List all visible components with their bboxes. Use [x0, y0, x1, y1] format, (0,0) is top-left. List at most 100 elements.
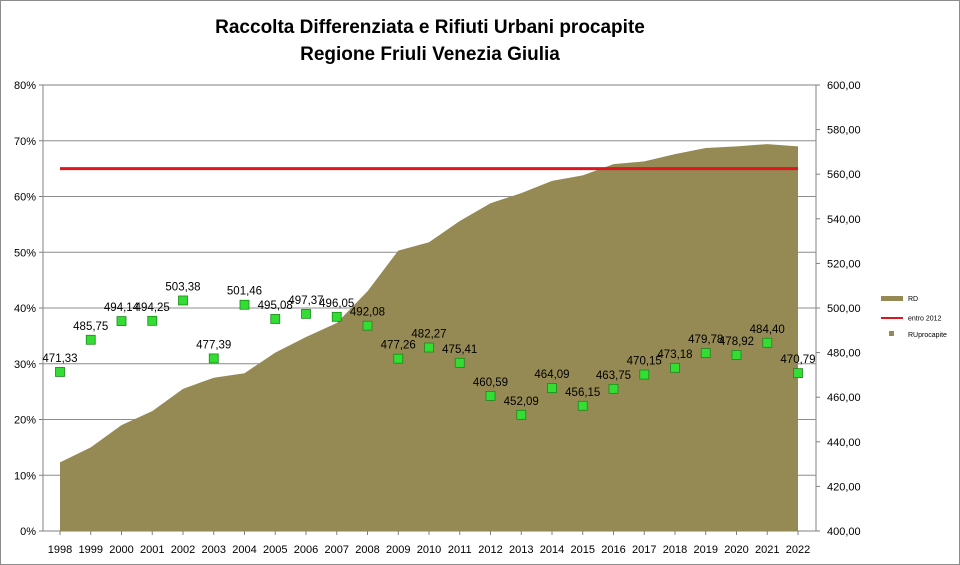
ruprocapite-point — [762, 337, 773, 348]
x-tick-label: 2012 — [478, 544, 502, 556]
x-tick-label: 2003 — [202, 544, 226, 556]
ruprocapite-data-label: 494,14 — [104, 302, 140, 314]
x-tick-label: 2000 — [109, 544, 133, 556]
x-tick-label: 2022 — [786, 544, 810, 556]
left-tick-label: 60% — [14, 192, 36, 204]
x-tick-label: 2009 — [386, 544, 410, 556]
x-tick-label: 2007 — [325, 544, 349, 556]
ruprocapite-data-label: 471,33 — [42, 353, 77, 365]
left-tick-label: 10% — [14, 470, 36, 482]
x-tick-label: 2013 — [509, 544, 533, 556]
legend-ruprocapite-swatch — [889, 331, 894, 336]
ruprocapite-data-label: 456,15 — [565, 387, 600, 399]
left-tick-label: 40% — [14, 303, 36, 315]
left-tick-label: 70% — [14, 136, 36, 148]
ruprocapite-point — [362, 320, 373, 331]
ruprocapite-point — [178, 295, 188, 306]
x-tick-label: 2020 — [724, 544, 748, 556]
ruprocapite-data-label: 473,18 — [657, 349, 692, 361]
ruprocapite-data-label: 496,05 — [319, 298, 354, 310]
ruprocapite-data-label: 503,38 — [165, 281, 200, 293]
right-tick-label: 400,00 — [827, 526, 861, 538]
x-tick-label: 1999 — [79, 544, 103, 556]
x-tick-label: 1998 — [48, 544, 72, 556]
x-tick-label: 2019 — [694, 544, 718, 556]
ruprocapite-data-label: 464,09 — [534, 369, 569, 381]
x-tick-label: 2011 — [448, 544, 472, 556]
x-tick-label: 2008 — [355, 544, 379, 556]
right-axis: 400,00 420,00 440,00 460,00 480,00 500,00 520,… — [816, 80, 861, 538]
x-tick-label: 2006 — [294, 544, 318, 556]
x-tick-label: 2017 — [632, 544, 656, 556]
ruprocapite-point — [516, 409, 527, 420]
ruprocapite-data-label: 482,27 — [411, 329, 446, 341]
legend-entro-2012-label: entro 2012 — [908, 316, 942, 323]
ruprocapite-data-label: 470,15 — [627, 356, 662, 368]
legend: RD entro 2012 RUprocapite — [881, 296, 947, 339]
ruprocapite-point — [393, 353, 404, 364]
ruprocapite-point — [55, 367, 65, 377]
ruprocapite-data-label: 460,59 — [473, 377, 508, 389]
x-tick-label: 2014 — [540, 544, 564, 556]
right-tick-label: 600,00 — [827, 80, 861, 92]
chart-title-line-2: Regione Friuli Venezia Giulia — [300, 44, 560, 65]
right-tick-label: 580,00 — [827, 125, 861, 137]
rd-area — [60, 144, 798, 531]
legend-ruprocapite-label: RUprocapite — [908, 332, 947, 339]
ruprocapite-data-label: 477,39 — [196, 339, 231, 351]
right-tick-label: 520,00 — [827, 258, 861, 270]
x-axis: 1998 1999 2000 2001 2002 2003 2004 2005 2006 2007… — [48, 531, 810, 556]
ruprocapite-point — [639, 369, 650, 380]
x-tick-label: 2015 — [571, 544, 595, 556]
x-tick-label: 2010 — [417, 544, 441, 556]
x-tick-label: 2004 — [232, 544, 256, 556]
ruprocapite-data-label: 492,08 — [350, 307, 385, 319]
right-tick-label: 560,00 — [827, 169, 861, 181]
ruprocapite-data-label: 452,09 — [504, 396, 539, 408]
ruprocapite-data-label: 497,37 — [288, 295, 323, 307]
x-tick-label: 2001 — [140, 544, 164, 556]
ruprocapite-point — [485, 390, 496, 401]
ruprocapite-point — [670, 362, 680, 373]
right-tick-label: 540,00 — [827, 214, 861, 226]
ruprocapite-point — [331, 311, 342, 322]
rd-area-layer — [60, 144, 798, 531]
legend-rd-swatch — [881, 296, 903, 301]
left-tick-label: 30% — [14, 359, 36, 371]
ruprocapite-point — [454, 357, 465, 368]
ruprocapite-point — [301, 308, 311, 319]
chart-title-line-1: Raccolta Differenziata e Rifiuti Urbani … — [215, 17, 645, 38]
left-tick-label: 0% — [20, 526, 36, 538]
ruprocapite-point — [270, 314, 281, 324]
legend-rd-label: RD — [908, 296, 918, 303]
ruprocapite-data-label: 463,75 — [596, 370, 631, 382]
ruprocapite-data-label: 494,25 — [135, 302, 170, 314]
right-tick-label: 480,00 — [827, 348, 861, 360]
ruprocapite-point — [239, 299, 250, 310]
ruprocapite-point — [424, 342, 434, 353]
ruprocapite-data-label: 479,78 — [688, 334, 723, 346]
ruprocapite-point — [608, 383, 619, 394]
ruprocapite-point — [793, 368, 803, 379]
x-tick-label: 2016 — [601, 544, 625, 556]
left-tick-label: 80% — [14, 80, 36, 92]
ruprocapite-point — [577, 400, 588, 411]
right-tick-label: 440,00 — [827, 437, 861, 449]
chart-title: Raccolta Differenziata e Rifiuti Urbani … — [0, 14, 860, 68]
left-tick-label: 50% — [14, 247, 36, 259]
ruprocapite-point — [547, 383, 557, 393]
right-tick-label: 500,00 — [827, 303, 861, 315]
ruprocapite-data-label: 478,92 — [719, 336, 754, 348]
ruprocapite-data-label: 485,75 — [73, 321, 108, 333]
ruprocapite-point — [116, 316, 127, 326]
ruprocapite-data-label: 475,41 — [442, 344, 477, 356]
right-tick-label: 460,00 — [827, 392, 861, 404]
right-tick-label: 420,00 — [827, 481, 861, 493]
x-tick-label: 2005 — [263, 544, 287, 556]
ruprocapite-data-label: 495,08 — [258, 300, 293, 312]
x-tick-label: 2002 — [171, 544, 195, 556]
left-axis: 0% 10% 20% 30% 40% 50% 60% 70% 80% — [14, 80, 43, 538]
ruprocapite-point — [85, 334, 96, 345]
